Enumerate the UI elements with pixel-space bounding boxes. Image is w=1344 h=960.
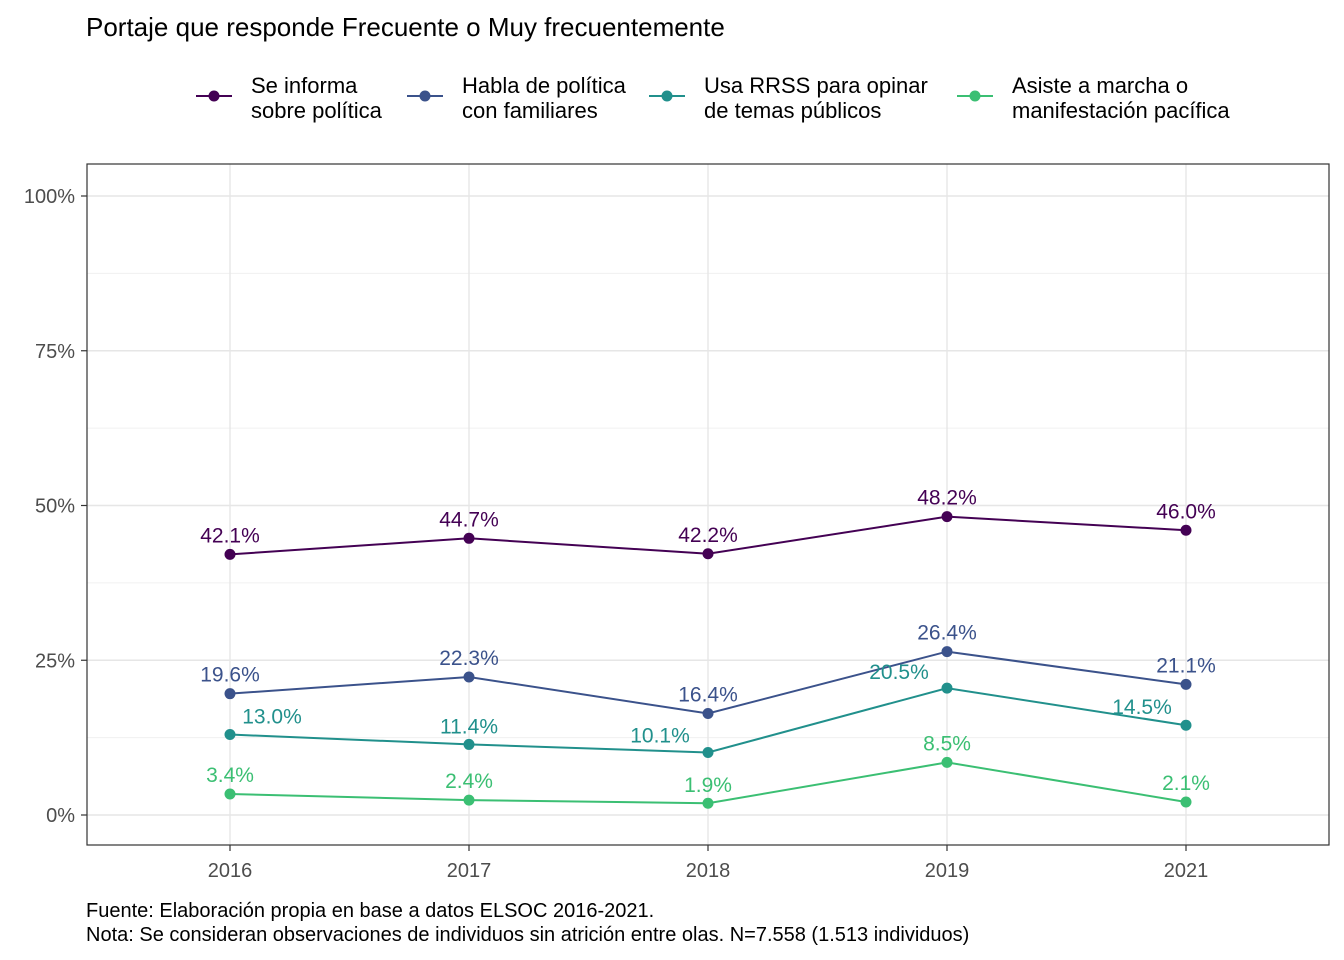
data-point: [702, 548, 714, 560]
data-label: 22.3%: [439, 647, 499, 670]
y-tick-label: 100%: [24, 186, 75, 208]
data-point: [702, 797, 714, 809]
data-point: [702, 707, 714, 719]
legend-key-point: [208, 90, 220, 102]
legend-item: Asiste a marcha o manifestación pacífica: [957, 73, 1230, 123]
data-point: [463, 671, 475, 683]
legend-key-point: [661, 90, 673, 102]
legend-item: Usa RRSS para opinar de temas públicos: [649, 73, 928, 123]
data-point: [941, 756, 953, 768]
data-point: [941, 646, 953, 658]
data-label: 2.4%: [445, 770, 493, 793]
data-point: [941, 511, 953, 523]
data-point: [1180, 678, 1192, 690]
data-label: 13.0%: [242, 706, 302, 729]
chart-title: Portaje que responde Frecuente o Muy fre…: [86, 12, 725, 42]
legend-key-point: [419, 90, 431, 102]
data-label: 14.5%: [1112, 696, 1172, 719]
data-label: 2.1%: [1162, 772, 1210, 795]
x-tick-label: 2018: [686, 860, 731, 882]
data-label: 21.1%: [1156, 654, 1216, 677]
y-tick-label: 75%: [35, 341, 75, 363]
legend-label: Habla de política con familiares: [462, 73, 627, 123]
data-labels: 42.1% 44.7% 42.2% 48.2% 46.0% 19.6% 22.3% 16.4%…: [200, 487, 1216, 798]
y-tick-label: 0%: [46, 805, 75, 827]
legend: Se informa sobre política Habla de polític…: [196, 73, 1230, 123]
y-tick-label: 25%: [35, 650, 75, 672]
data-point: [1180, 719, 1192, 731]
x-tick-label: 2019: [925, 860, 970, 882]
data-point: [1180, 796, 1192, 808]
grid-major: [87, 164, 1329, 845]
data-point: [463, 794, 475, 806]
x-tick-label: 2021: [1164, 860, 1209, 882]
data-point: [224, 548, 236, 560]
data-label: 44.7%: [439, 508, 499, 531]
data-label: 46.0%: [1156, 500, 1216, 523]
y-axis: 0% 25% 50% 75% 100%: [24, 186, 87, 827]
data-point: [463, 738, 475, 750]
legend-label: Se informa sobre política: [251, 73, 383, 123]
x-tick-label: 2017: [447, 860, 492, 882]
data-label: 3.4%: [206, 764, 254, 787]
caption: Fuente: Elaboración propia en base a dat…: [86, 900, 969, 946]
data-point: [702, 746, 714, 758]
legend-item: Habla de política con familiares: [407, 73, 627, 123]
caption-line: Nota: Se consideran observaciones de ind…: [86, 924, 969, 946]
data-point: [224, 729, 236, 741]
data-label: 16.4%: [678, 683, 738, 706]
series-points: [224, 511, 1192, 809]
x-tick-label: 2016: [208, 860, 253, 882]
data-point: [224, 688, 236, 700]
data-point: [941, 682, 953, 694]
data-label: 19.6%: [200, 664, 260, 687]
y-tick-label: 50%: [35, 496, 75, 518]
legend-label: Usa RRSS para opinar de temas públicos: [704, 73, 928, 123]
legend-label: Asiste a marcha o manifestación pacífica: [1012, 73, 1230, 123]
data-label: 1.9%: [684, 774, 732, 797]
data-point: [1180, 524, 1192, 536]
data-label: 8.5%: [923, 732, 971, 755]
data-point: [224, 788, 236, 800]
legend-item: Se informa sobre política: [196, 73, 383, 123]
data-label: 42.1%: [200, 524, 260, 547]
plot-area: 42.1% 44.7% 42.2% 48.2% 46.0% 19.6% 22.3% 16.4%…: [86, 163, 1330, 846]
caption-line: Fuente: Elaboración propia en base a dat…: [86, 900, 654, 922]
data-label: 20.5%: [869, 661, 929, 684]
data-label: 26.4%: [917, 622, 977, 645]
legend-key-point: [969, 90, 981, 102]
data-label: 48.2%: [917, 487, 977, 510]
data-label: 11.4%: [440, 715, 498, 738]
data-label: 42.2%: [678, 524, 738, 547]
data-label: 10.1%: [630, 724, 690, 747]
data-point: [463, 532, 475, 544]
x-axis: 2016 2017 2018 2019 2021: [208, 845, 1209, 882]
